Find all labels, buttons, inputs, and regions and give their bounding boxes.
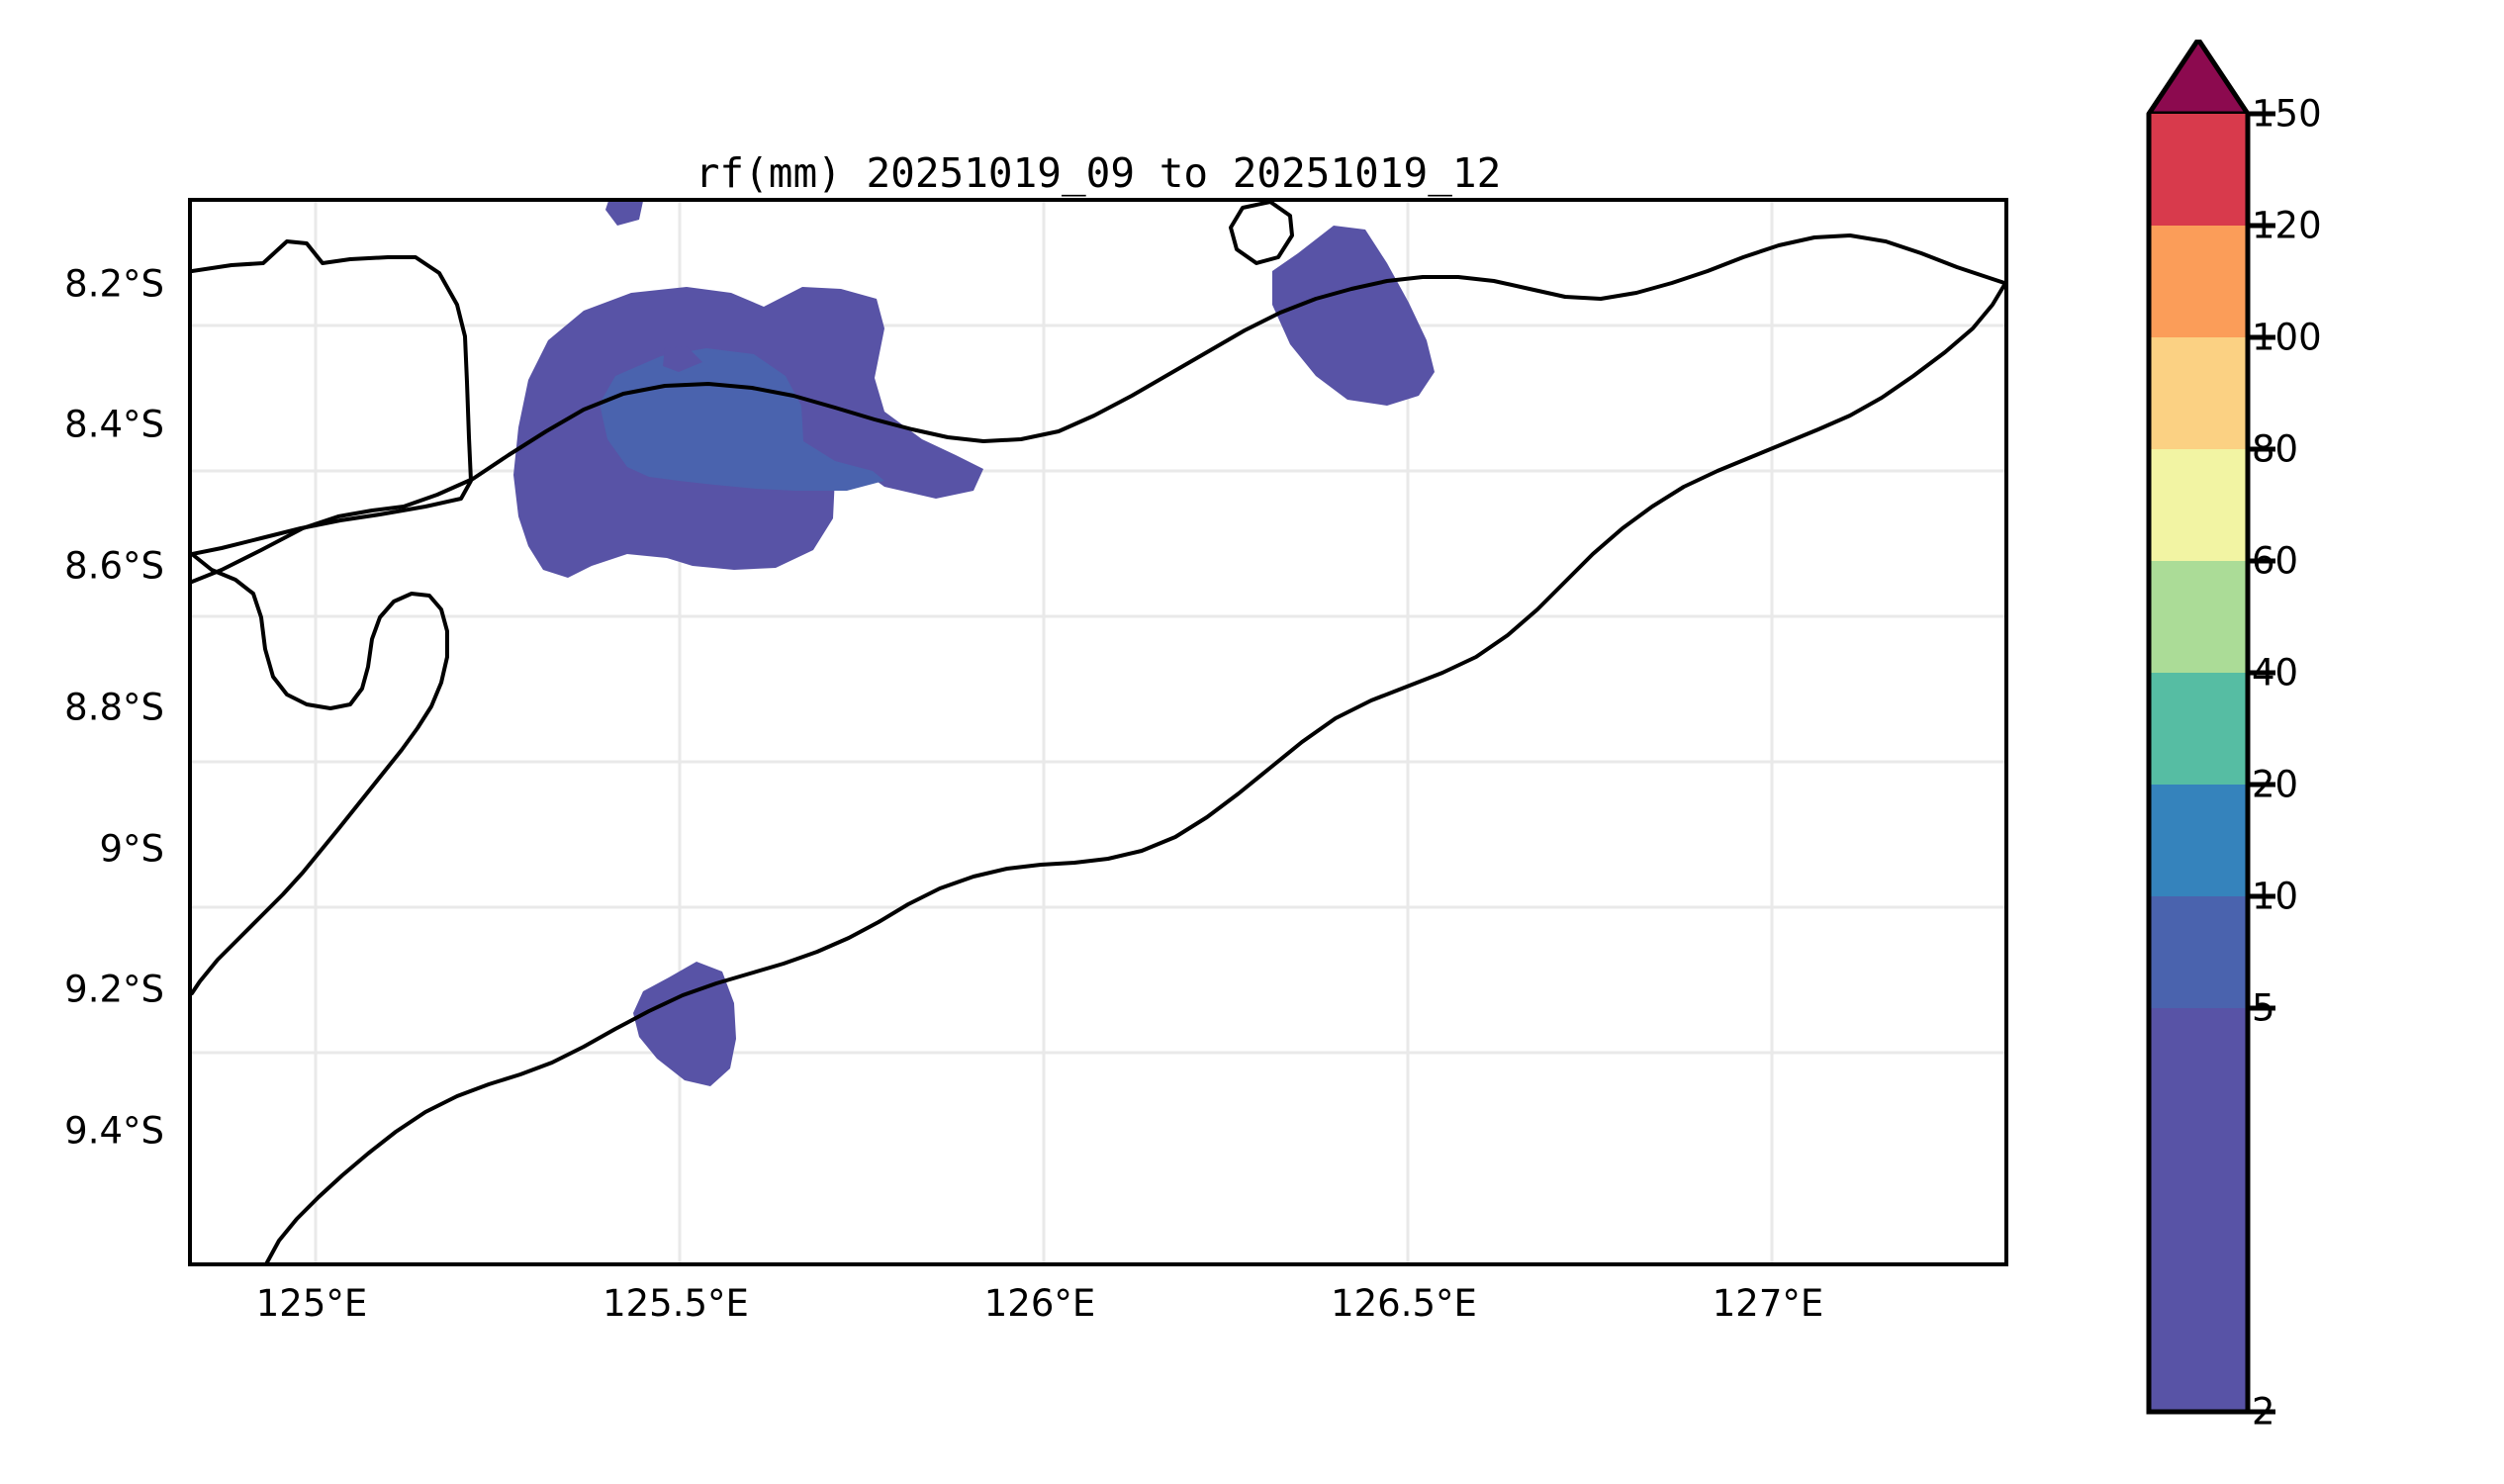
colorbar-tick-label: 5 <box>2252 986 2275 1030</box>
rain-polygon-north-offshore-speck <box>663 346 702 372</box>
ytick-label: 9.4°S <box>64 1109 164 1153</box>
colorbar-tick-label: 100 <box>2252 316 2322 359</box>
ytick-label: 8.8°S <box>64 686 164 729</box>
ytick-label: 8.2°S <box>64 262 164 306</box>
ytick-label: 9°S <box>99 827 164 871</box>
ytick-label: 9.2°S <box>64 968 164 1011</box>
coastline-timor-south <box>265 283 2004 1262</box>
colorbar-canvas <box>2146 40 2275 1415</box>
xtick-label: 126.5°E <box>1331 1282 1477 1325</box>
colorbar-band-100-120 <box>2149 226 2248 337</box>
gridlines <box>192 202 2004 1262</box>
rain-polygon-northeast <box>1272 226 1435 406</box>
xtick-label: 127°E <box>1712 1282 1824 1325</box>
colorbar-ticks <box>2248 111 2275 1415</box>
colorbar-tick-label: 150 <box>2252 92 2322 136</box>
rain-polygon-southwest <box>633 962 736 1086</box>
colorbar-band-20-40 <box>2149 673 2248 785</box>
colorbar-band-10-20 <box>2149 785 2248 896</box>
xtick-label: 125°E <box>255 1282 368 1325</box>
colorbar-tick-label: 2 <box>2252 1390 2275 1434</box>
coastlines <box>192 202 2004 1262</box>
colorbar: 150 120 100 80 60 40 20 10 5 2 <box>2137 40 2473 1434</box>
colorbar-tick-label: 120 <box>2252 204 2322 247</box>
map-canvas <box>192 202 2004 1262</box>
colorbar-outline <box>2146 114 2251 1415</box>
colorbar-extend-arrow <box>2146 40 2251 117</box>
colorbar-band-60-80 <box>2149 449 2248 561</box>
xtick-label: 126°E <box>983 1282 1096 1325</box>
coastline-timor-north <box>192 233 2004 584</box>
ytick-label: 8.4°S <box>64 403 164 446</box>
rainfall-contours <box>513 202 1435 1086</box>
coastline-southwest-peninsula <box>192 552 449 995</box>
coastline-west-island <box>192 239 473 556</box>
xtick-label: 125.5°E <box>603 1282 749 1325</box>
rain-polygon-north-edge-speck <box>605 202 643 226</box>
colorbar-band-120-150 <box>2149 114 2248 226</box>
ytick-label: 8.6°S <box>64 544 164 588</box>
colorbar-tick-label: 20 <box>2252 763 2299 806</box>
colorbar-band-80-100 <box>2149 337 2248 449</box>
map-axes <box>188 198 2008 1266</box>
colorbar-tick-label: 80 <box>2252 427 2299 471</box>
colorbar-band-5-10 <box>2149 896 2248 1008</box>
colorbar-band-2-5 <box>2149 1008 2248 1412</box>
title-line-primary: rf(mm) 20251019_09 to 20251019_12 <box>695 149 1502 197</box>
colorbar-band-40-60 <box>2149 561 2248 673</box>
colorbar-tick-label: 40 <box>2252 651 2299 695</box>
colorbar-tick-label: 10 <box>2252 875 2299 918</box>
colorbar-tick-label: 60 <box>2252 539 2299 583</box>
coastline-north-island <box>1229 202 1294 265</box>
